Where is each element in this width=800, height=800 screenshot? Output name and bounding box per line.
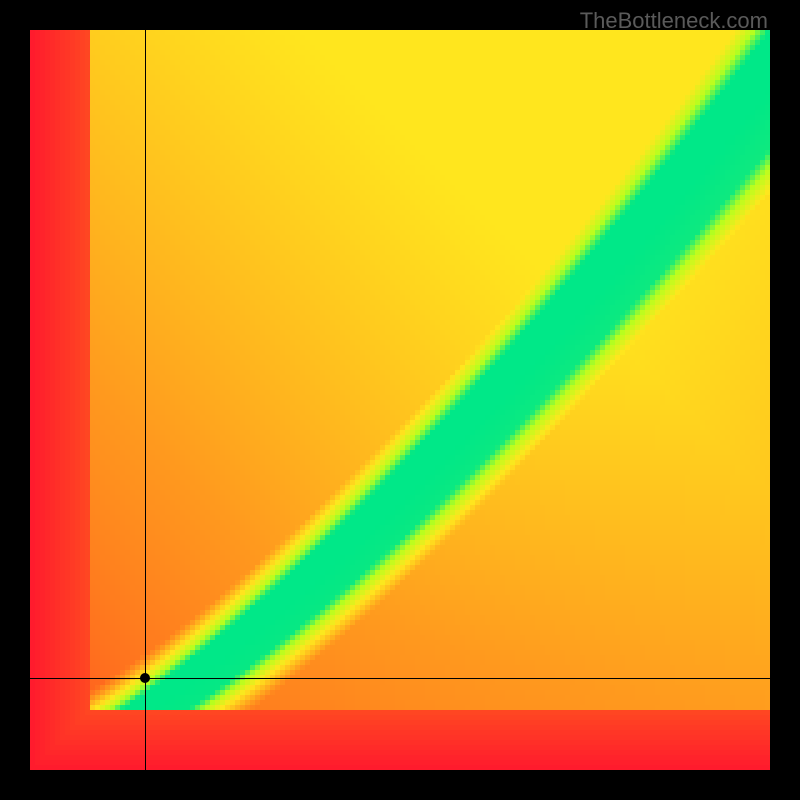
- plot-area: [30, 30, 770, 770]
- chart-root: TheBottleneck.com: [0, 0, 800, 800]
- heatmap-canvas: [30, 30, 770, 770]
- crosshair-marker: [140, 673, 150, 683]
- watermark-text: TheBottleneck.com: [580, 8, 768, 34]
- crosshair-vertical: [145, 30, 146, 770]
